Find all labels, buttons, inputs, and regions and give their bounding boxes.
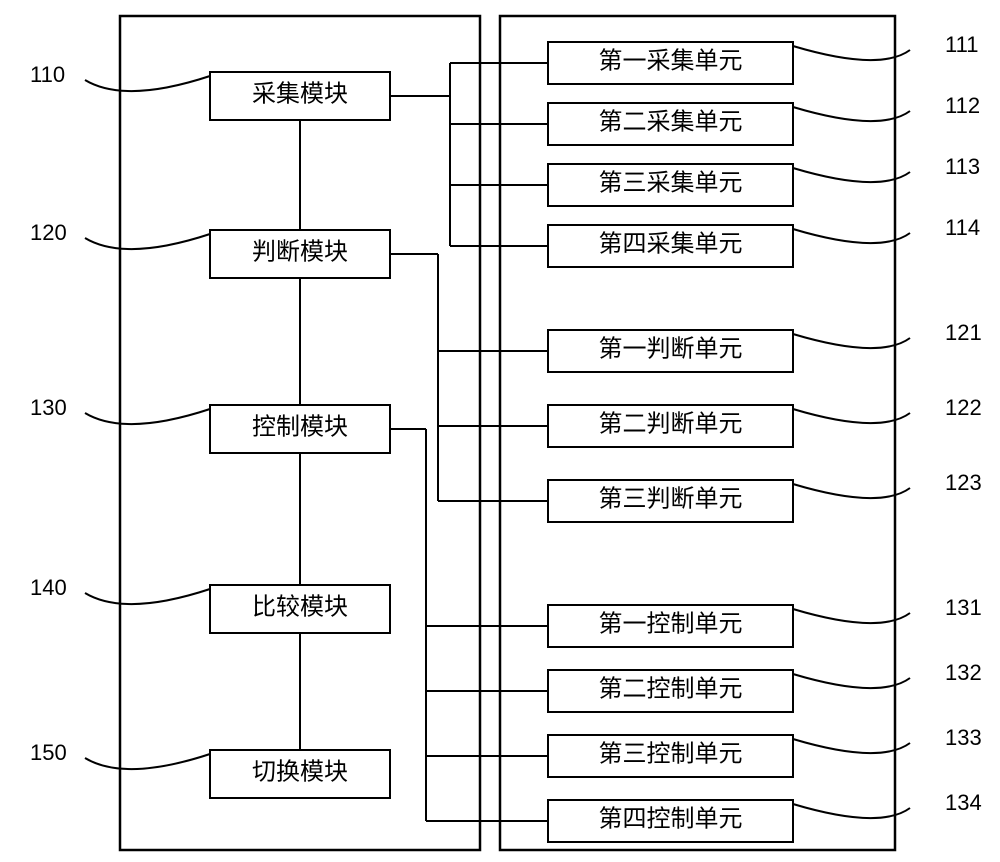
unit-callout-122 — [793, 409, 910, 423]
unit-callout-114 — [793, 229, 910, 243]
unit-num-113: 113 — [945, 154, 980, 179]
unit-callout-112 — [793, 107, 910, 121]
unit-callout-111 — [793, 46, 910, 60]
module-num-150: 150 — [30, 740, 67, 765]
unit-callout-134 — [793, 804, 910, 818]
unit-callout-121 — [793, 334, 910, 348]
unit-num-123: 123 — [945, 470, 982, 495]
module-callout-110 — [85, 76, 210, 91]
unit-label-134: 第四控制单元 — [599, 806, 743, 833]
module-callout-130 — [85, 409, 210, 424]
unit-label-122: 第二判断单元 — [599, 411, 743, 438]
module-callout-120 — [85, 234, 210, 249]
unit-callout-113 — [793, 168, 910, 182]
unit-label-121: 第一判断单元 — [599, 336, 743, 363]
unit-num-114: 114 — [945, 215, 980, 240]
unit-label-133: 第三控制单元 — [599, 741, 743, 768]
module-callout-140 — [85, 589, 210, 604]
unit-label-123: 第三判断单元 — [599, 486, 743, 513]
module-callout-150 — [85, 754, 210, 769]
module-label-110: 采集模块 — [252, 81, 348, 108]
module-num-140: 140 — [30, 575, 67, 600]
module-label-140: 比较模块 — [252, 594, 348, 621]
unit-label-114: 第四采集单元 — [599, 231, 743, 258]
unit-num-132: 132 — [945, 660, 982, 685]
unit-num-122: 122 — [945, 395, 982, 420]
unit-num-112: 112 — [945, 93, 980, 118]
module-label-120: 判断模块 — [252, 239, 348, 266]
unit-num-133: 133 — [945, 725, 982, 750]
unit-num-134: 134 — [945, 790, 982, 815]
unit-label-132: 第二控制单元 — [599, 676, 743, 703]
unit-callout-132 — [793, 674, 910, 688]
unit-num-121: 121 — [945, 320, 982, 345]
module-label-130: 控制模块 — [252, 414, 348, 441]
unit-num-111: 111 — [945, 32, 978, 57]
unit-callout-123 — [793, 484, 910, 498]
module-label-150: 切换模块 — [252, 759, 348, 786]
module-num-120: 120 — [30, 220, 67, 245]
unit-num-131: 131 — [945, 595, 982, 620]
unit-label-131: 第一控制单元 — [599, 611, 743, 638]
unit-callout-131 — [793, 609, 910, 623]
module-num-110: 110 — [30, 62, 65, 87]
unit-label-113: 第三采集单元 — [599, 170, 743, 197]
module-num-130: 130 — [30, 395, 67, 420]
unit-label-112: 第二采集单元 — [599, 109, 743, 136]
unit-callout-133 — [793, 739, 910, 753]
unit-label-111: 第一采集单元 — [599, 48, 743, 75]
